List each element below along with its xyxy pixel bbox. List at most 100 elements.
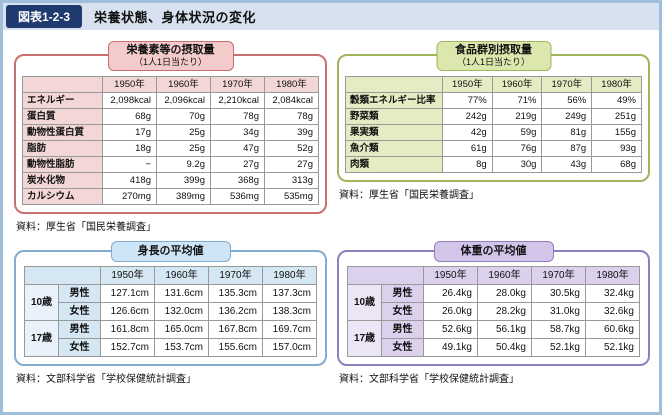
row-label: 肉類: [345, 156, 443, 173]
panel-weight-title: 体重の平均値: [460, 245, 527, 257]
year-header: 1980年: [264, 76, 319, 93]
source-note: 資料：文部科学省「学校保健統計調査」: [16, 374, 196, 385]
value-cell: 68g: [102, 108, 157, 125]
table-row: 動物性脂肪 − 9.2g 27g 27g: [22, 156, 319, 173]
gender-label: 男性: [381, 284, 424, 303]
table-header-row: 1950年 1960年 1970年 1980年: [345, 76, 642, 93]
nutrients-table: 1950年 1960年 1970年 1980年 エネルギー 2,098kcal …: [22, 76, 319, 205]
table-row: 果実類 42g 59g 81g 155g: [345, 124, 642, 141]
value-cell: 270mg: [102, 188, 157, 205]
panel-weight-title-badge: 体重の平均値: [433, 241, 554, 262]
value-cell: 42g: [441, 124, 493, 141]
figure-title: 栄養状態、身体状況の変化: [94, 10, 257, 25]
row-label: 蛋白質: [22, 108, 103, 125]
age-label: 17歳: [347, 320, 382, 357]
year-header: 1980年: [591, 76, 642, 93]
row-label: 穀類エネルギー比率: [345, 92, 443, 109]
value-cell: 87g: [541, 140, 593, 157]
year-header: 1950年: [102, 76, 157, 93]
value-cell: 165.0cm: [154, 320, 209, 339]
value-cell: 77%: [441, 92, 493, 109]
value-cell: 2,210kcal: [210, 92, 265, 109]
gender-label: 女性: [58, 338, 101, 357]
value-cell: 50.4kg: [477, 338, 532, 357]
corner-cell: [347, 266, 424, 285]
panel-height-cell: 身長の平均値 1950年 1960年 1970年 1980年: [14, 239, 327, 385]
table-row: 女性 126.6cm 132.0cm 136.2cm 138.3cm: [25, 302, 317, 321]
value-cell: 52.1kg: [585, 338, 640, 357]
value-cell: 31.0kg: [531, 302, 586, 321]
table-row: 10歳 男性 26.4kg 28.0kg 30.5kg 32.4kg: [347, 284, 640, 321]
value-cell: 126.6cm: [100, 302, 155, 321]
year-header: 1950年: [100, 266, 155, 285]
gender-label: 男性: [58, 284, 101, 303]
corner-cell: [345, 76, 443, 93]
value-cell: −: [102, 156, 157, 173]
value-cell: 78g: [264, 108, 319, 125]
value-cell: 127.1cm: [100, 284, 155, 303]
panel-food-groups-title: 食品群別摂取量: [455, 44, 532, 56]
table-row: 10歳 男性 127.1cm 131.6cm 135.3cm 137.3cm: [24, 284, 317, 321]
gender-label: 女性: [381, 302, 424, 321]
table-row: 野菜類 242g 219g 249g 251g: [345, 108, 642, 125]
value-cell: 32.4kg: [585, 284, 640, 303]
value-cell: 157.0cm: [262, 338, 317, 357]
value-cell: 59g: [491, 124, 543, 141]
value-cell: 18g: [102, 140, 157, 157]
value-cell: 52.1kg: [531, 338, 586, 357]
age-label: 17歳: [24, 320, 59, 357]
panel-nutrients-title: 栄養素等の摂取量: [126, 44, 215, 56]
value-cell: 249g: [541, 108, 593, 125]
value-cell: 313g: [264, 172, 319, 189]
value-cell: 78g: [210, 108, 265, 125]
value-cell: 32.6kg: [585, 302, 640, 321]
panel-food-groups-title-badge: 食品群別摂取量 （1人1日当たり）: [436, 41, 551, 71]
value-cell: 61g: [441, 140, 493, 157]
row-label: カルシウム: [22, 188, 103, 205]
table-row: 穀類エネルギー比率 77% 71% 56% 49%: [345, 92, 642, 109]
value-cell: 219g: [491, 108, 543, 125]
value-cell: 26.0kg: [423, 302, 478, 321]
value-cell: 152.7cm: [100, 338, 155, 357]
year-header: 1970年: [541, 76, 593, 93]
value-cell: 399g: [156, 172, 211, 189]
value-cell: 132.0cm: [154, 302, 209, 321]
year-header: 1950年: [441, 76, 493, 93]
gender-label: 男性: [381, 320, 424, 339]
value-cell: 27g: [264, 156, 319, 173]
table-row: 炭水化物 418g 399g 368g 313g: [22, 172, 319, 189]
table-row: 肉類 8g 30g 43g 68g: [345, 156, 642, 173]
value-cell: 242g: [441, 108, 493, 125]
value-cell: 71%: [491, 92, 543, 109]
value-cell: 167.8cm: [208, 320, 263, 339]
header-bar: 図表1-2-3 栄養状態、身体状況の変化: [3, 3, 659, 30]
value-cell: 30.5kg: [531, 284, 586, 303]
table-header-row: 1950年 1960年 1970年 1980年: [24, 266, 317, 285]
value-cell: 76g: [491, 140, 543, 157]
table-row: カルシウム 270mg 389mg 536mg 535mg: [22, 188, 319, 205]
table-row: 女性 49.1kg 50.4kg 52.1kg 52.1kg: [348, 338, 640, 357]
value-cell: 535mg: [264, 188, 319, 205]
value-cell: 136.2cm: [208, 302, 263, 321]
panel-height-title: 身長の平均値: [137, 245, 204, 257]
source-note: 資料：厚生省「国民栄養調査」: [16, 222, 156, 233]
value-cell: 93g: [591, 140, 642, 157]
table-row: 脂肪 18g 25g 47g 52g: [22, 140, 319, 157]
value-cell: 536mg: [210, 188, 265, 205]
value-cell: 2,096kcal: [156, 92, 211, 109]
value-cell: 81g: [541, 124, 593, 141]
table-row: 魚介類 61g 76g 87g 93g: [345, 140, 642, 157]
value-cell: 368g: [210, 172, 265, 189]
panel-weight: 体重の平均値 1950年 1960年 1970年 1980年: [337, 241, 650, 366]
panel-food-groups: 食品群別摂取量 （1人1日当たり） 1950年 1960年 1970年 1980…: [337, 41, 650, 182]
value-cell: 17g: [102, 124, 157, 141]
panel-food-groups-cell: 食品群別摂取量 （1人1日当たり） 1950年 1960年 1970年 1980…: [337, 38, 650, 233]
value-cell: 9.2g: [156, 156, 211, 173]
value-cell: 153.7cm: [154, 338, 209, 357]
value-cell: 8g: [441, 156, 493, 173]
weight-table: 1950年 1960年 1970年 1980年 10歳 男性 26.4kg: [347, 266, 640, 357]
value-cell: 49.1kg: [423, 338, 478, 357]
gender-label: 女性: [58, 302, 101, 321]
panel-food-groups-subtitle: （1人1日当たり）: [456, 57, 530, 67]
